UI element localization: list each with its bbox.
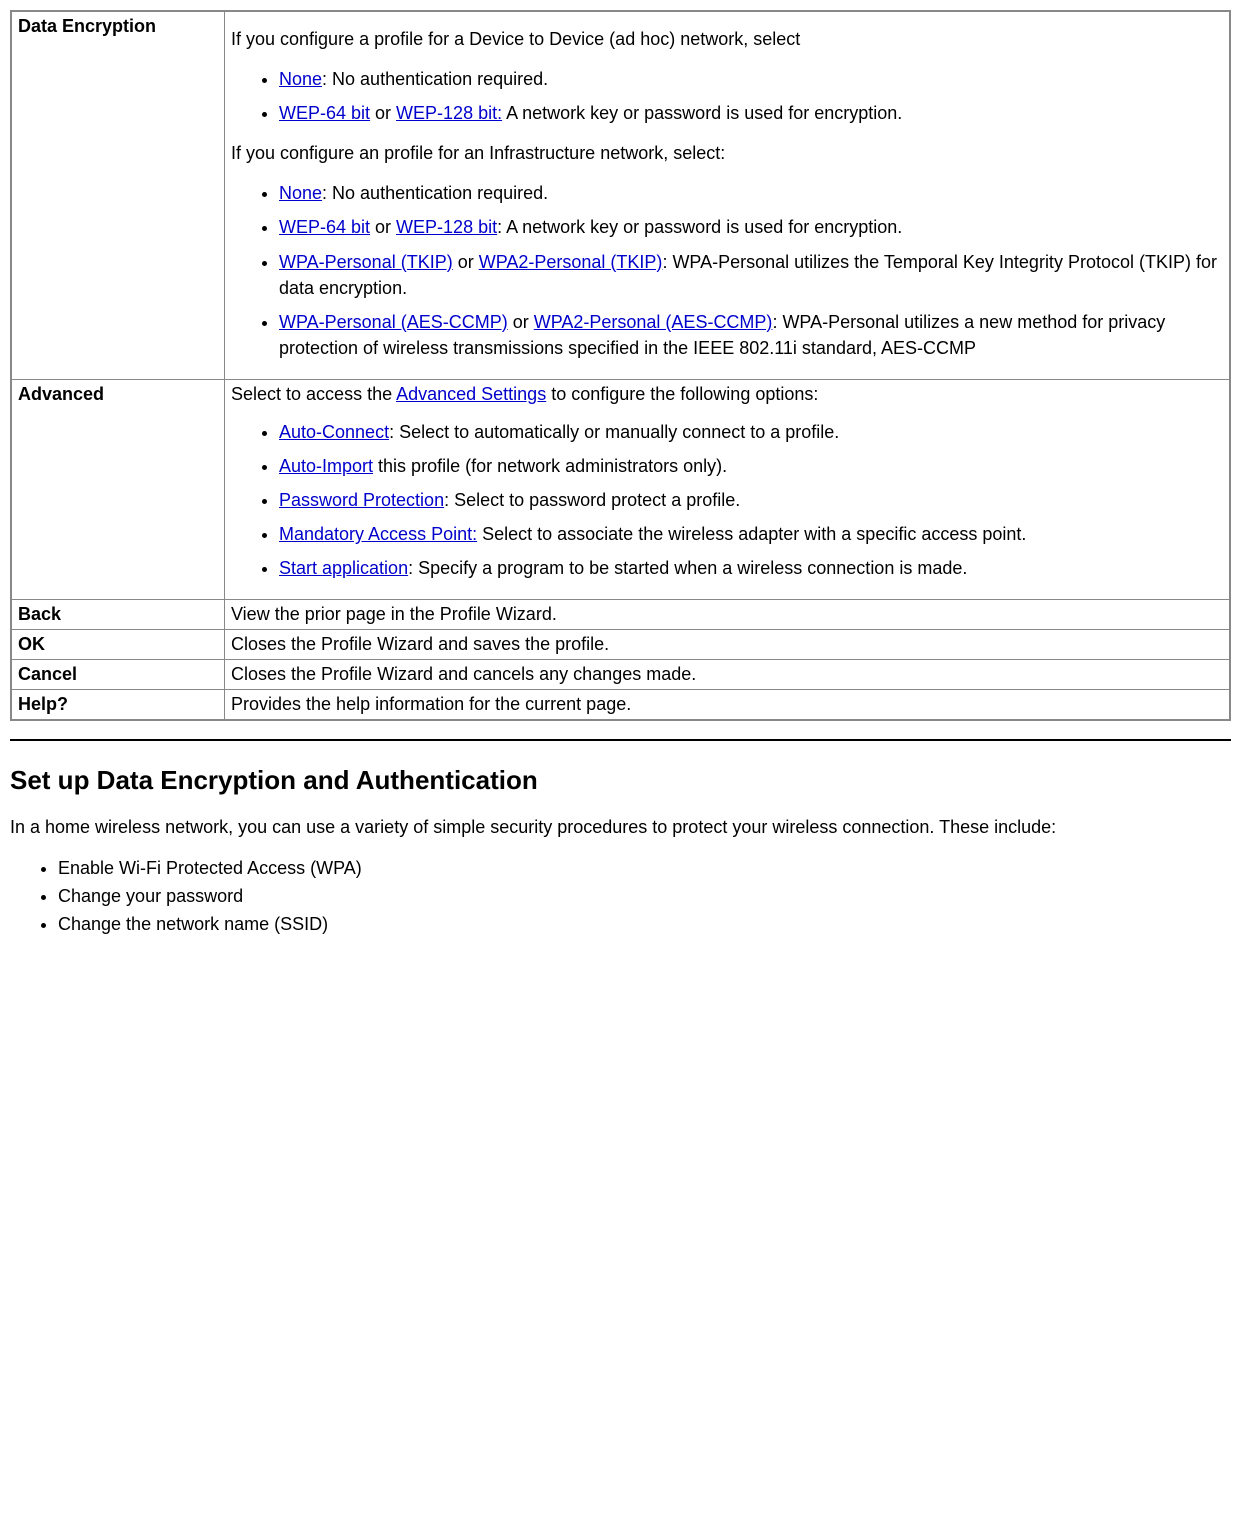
auto-connect-link[interactable]: Auto-Connect — [279, 422, 389, 442]
map-link[interactable]: Mandatory Access Point: — [279, 524, 477, 544]
advanced-intro-post: to configure the following options: — [546, 384, 818, 404]
cancel-label: Cancel — [11, 660, 225, 690]
data-encryption-label: Data Encryption — [11, 11, 225, 379]
back-desc: View the prior page in the Profile Wizar… — [225, 600, 1231, 630]
list-item: Change the network name (SSID) — [58, 911, 1231, 937]
table-row: Back View the prior page in the Profile … — [11, 600, 1230, 630]
list-item: Change your password — [58, 883, 1231, 909]
list-item: Auto-Import this profile (for network ad… — [279, 453, 1223, 479]
wep64-link[interactable]: WEP-64 bit — [279, 217, 370, 237]
advanced-intro-pre: Select to access the — [231, 384, 396, 404]
ok-label: OK — [11, 630, 225, 660]
auto-import-link[interactable]: Auto-Import — [279, 456, 373, 476]
list-item: WEP-64 bit or WEP-128 bit: A network key… — [279, 100, 1223, 126]
section-intro: In a home wireless network, you can use … — [10, 814, 1231, 840]
list-item: WEP-64 bit or WEP-128 bit: A network key… — [279, 214, 1223, 240]
password-link[interactable]: Password Protection — [279, 490, 444, 510]
list-item: Auto-Connect: Select to automatically or… — [279, 419, 1223, 445]
start-app-text: : Specify a program to be started when a… — [408, 558, 967, 578]
start-app-link[interactable]: Start application — [279, 558, 408, 578]
list-item: None: No authentication required. — [279, 66, 1223, 92]
table-row: Cancel Closes the Profile Wizard and can… — [11, 660, 1230, 690]
back-label: Back — [11, 600, 225, 630]
help-label: Help? — [11, 690, 225, 721]
list-item: Password Protection: Select to password … — [279, 487, 1223, 513]
security-list: Enable Wi-Fi Protected Access (WPA) Chan… — [10, 855, 1231, 937]
or-text: or — [453, 252, 479, 272]
ok-desc: Closes the Profile Wizard and saves the … — [225, 630, 1231, 660]
or-text: or — [370, 103, 396, 123]
auto-connect-text: : Select to automatically or manually co… — [389, 422, 839, 442]
or-text: or — [370, 217, 396, 237]
none-link[interactable]: None — [279, 69, 322, 89]
list-item: Mandatory Access Point: Select to associ… — [279, 521, 1223, 547]
advanced-list: Auto-Connect: Select to automatically or… — [231, 419, 1223, 581]
wpa-aes-link[interactable]: WPA-Personal (AES-CCMP) — [279, 312, 508, 332]
or-text: or — [508, 312, 534, 332]
list-item: Enable Wi-Fi Protected Access (WPA) — [58, 855, 1231, 881]
list-item: WPA-Personal (AES-CCMP) or WPA2-Personal… — [279, 309, 1223, 361]
table-row: OK Closes the Profile Wizard and saves t… — [11, 630, 1230, 660]
advanced-desc: Select to access the Advanced Settings t… — [225, 379, 1231, 599]
advanced-settings-link[interactable]: Advanced Settings — [396, 384, 546, 404]
none-text: : No authentication required. — [322, 183, 548, 203]
wep64-link[interactable]: WEP-64 bit — [279, 103, 370, 123]
wep128-link[interactable]: WEP-128 bit — [396, 217, 497, 237]
list-item: WPA-Personal (TKIP) or WPA2-Personal (TK… — [279, 249, 1223, 301]
advanced-label: Advanced — [11, 379, 225, 599]
wep-text: : A network key or password is used for … — [497, 217, 902, 237]
section-heading: Set up Data Encryption and Authenticatio… — [10, 765, 1231, 796]
table-row: Advanced Select to access the Advanced S… — [11, 379, 1230, 599]
help-desc: Provides the help information for the cu… — [225, 690, 1231, 721]
cancel-desc: Closes the Profile Wizard and cancels an… — [225, 660, 1231, 690]
settings-table: Data Encryption If you configure a profi… — [10, 10, 1231, 721]
divider — [10, 739, 1231, 741]
wep128-link[interactable]: WEP-128 bit: — [396, 103, 502, 123]
table-row: Help? Provides the help information for … — [11, 690, 1230, 721]
auto-import-text: this profile (for network administrators… — [373, 456, 727, 476]
infra-intro: If you configure an profile for an Infra… — [231, 140, 1223, 166]
adhoc-intro: If you configure a profile for a Device … — [231, 26, 1223, 52]
wpa2-tkip-link[interactable]: WPA2-Personal (TKIP) — [479, 252, 663, 272]
list-item: Start application: Specify a program to … — [279, 555, 1223, 581]
wep-text: A network key or password is used for en… — [502, 103, 902, 123]
none-text: : No authentication required. — [322, 69, 548, 89]
table-row: Data Encryption If you configure a profi… — [11, 11, 1230, 379]
infra-list: None: No authentication required. WEP-64… — [231, 180, 1223, 361]
wpa-tkip-link[interactable]: WPA-Personal (TKIP) — [279, 252, 453, 272]
map-text: Select to associate the wireless adapter… — [477, 524, 1026, 544]
none-link[interactable]: None — [279, 183, 322, 203]
list-item: None: No authentication required. — [279, 180, 1223, 206]
data-encryption-desc: If you configure a profile for a Device … — [225, 11, 1231, 379]
adhoc-list: None: No authentication required. WEP-64… — [231, 66, 1223, 126]
password-text: : Select to password protect a profile. — [444, 490, 740, 510]
wpa2-aes-link[interactable]: WPA2-Personal (AES-CCMP) — [534, 312, 773, 332]
